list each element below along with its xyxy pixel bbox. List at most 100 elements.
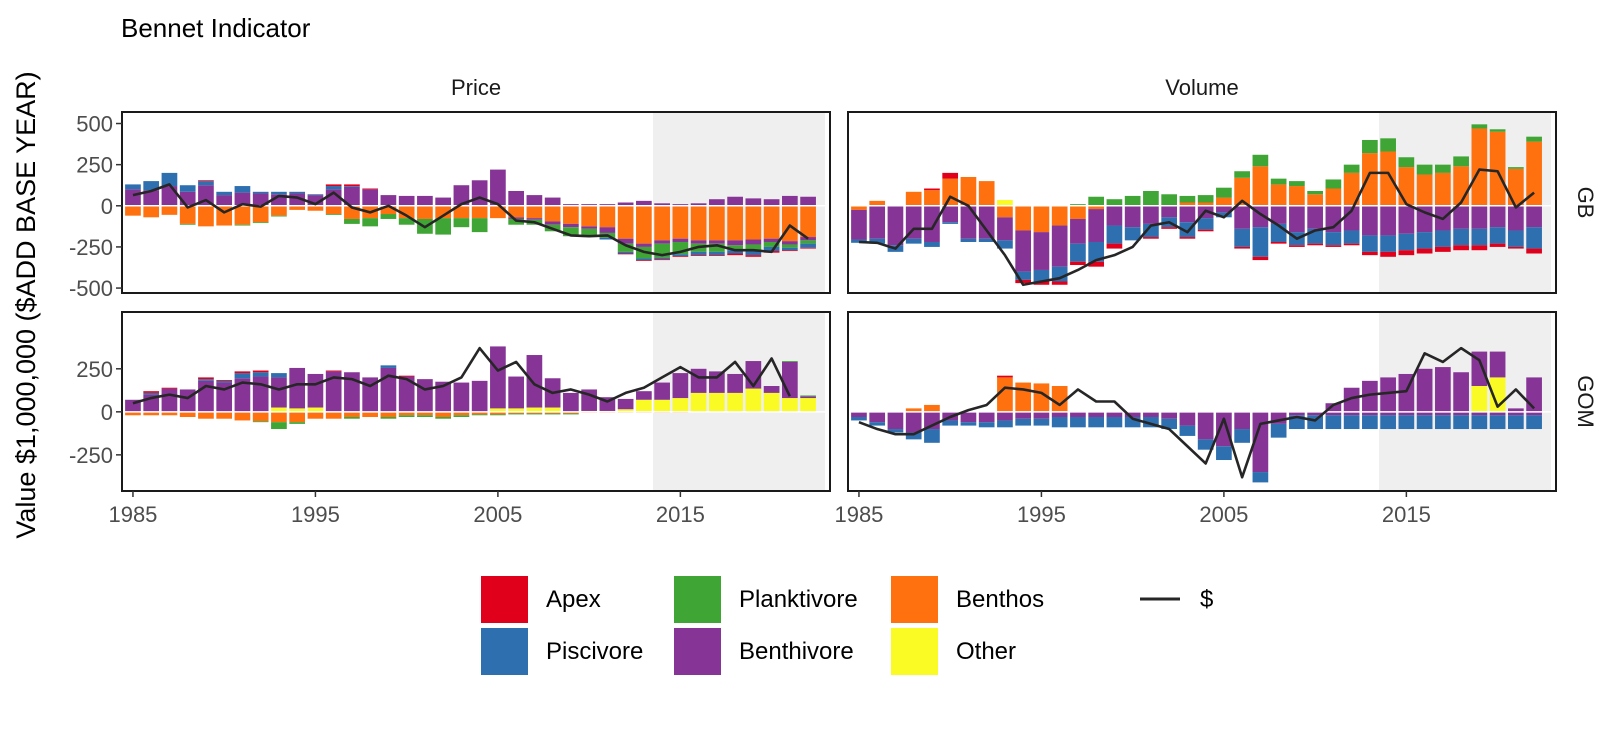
bar-benthos-2011 [1325, 188, 1342, 206]
bar-benthivore-2015 [672, 204, 689, 206]
bar-piscivore-2019 [745, 251, 762, 256]
bar-apex-2019 [1471, 245, 1488, 251]
bar-piscivore-2020 [1489, 227, 1506, 244]
bar-piscivore-2007 [1252, 227, 1269, 257]
bar-apex-1999 [1106, 243, 1123, 249]
bar-apex-2010 [1307, 243, 1323, 246]
bar-benthivore-2021 [782, 361, 798, 399]
bar-piscivore-2021 [1508, 230, 1524, 247]
y-axis-label: Value $1,000,000 ($ADD BASE YEAR) [11, 71, 41, 538]
panel-border [847, 111, 1557, 294]
bar-piscivore-2018 [1453, 228, 1469, 246]
bar-benthivore-2013 [1362, 411, 1378, 416]
bar-benthos-2015 [672, 205, 689, 239]
bar-benthos-1994 [289, 205, 306, 210]
bar-planktivore-2016 [1416, 164, 1433, 175]
bar-benthos-2000 [398, 205, 415, 219]
bar-planktivore-2007 [1252, 154, 1269, 167]
legend-label: Apex [546, 586, 601, 613]
bar-benthivore-2021 [782, 241, 798, 245]
legend-swatch [674, 576, 721, 623]
bar-benthivore-2019 [745, 239, 762, 245]
bar-piscivore-1990 [216, 380, 233, 383]
bar-benthivore-1992 [978, 205, 995, 239]
bar-piscivore-1994 [1015, 418, 1032, 426]
bar-planktivore-2009 [563, 227, 579, 237]
bar-planktivore-2019 [1471, 124, 1488, 129]
bar-benthivore-2007 [526, 195, 543, 206]
bar-piscivore-2016 [1416, 415, 1433, 430]
bar-benthos-1996 [1051, 386, 1068, 412]
bar-planktivore-2005 [1216, 187, 1232, 198]
bar-benthivore-1985 [851, 411, 867, 417]
bar-benthos-1990 [216, 411, 233, 419]
bar-benthivore-2012 [617, 238, 634, 244]
bar-benthivore-2010 [581, 226, 597, 229]
bar-piscivore-1995 [307, 194, 324, 196]
bar-piscivore-1992 [978, 238, 995, 242]
bar-benthivore-2012 [617, 398, 634, 410]
bar-benthivore-2015 [1398, 411, 1415, 416]
bar-benthos-2021 [782, 205, 798, 242]
bar-benthivore-1999 [380, 195, 397, 206]
y-tick-label: -500 [69, 276, 113, 301]
bar-planktivore-2004 [471, 414, 488, 416]
bar-benthivore-2014 [654, 240, 670, 244]
bar-benthivore-2002 [435, 197, 452, 206]
bar-benthos-1995 [307, 205, 324, 211]
bar-other-2006 [508, 408, 524, 412]
bar-benthivore-2005 [1216, 205, 1232, 213]
facet-panels: Price Volume GB GOM 500 250 0 -250 -500 250 0 -250 1… [69, 75, 1598, 527]
bar-other-2012 [617, 409, 634, 412]
chart-title: Bennet Indicator [121, 13, 311, 43]
bar-benthivore-2020 [763, 199, 780, 206]
bar-benthivore-2009 [1289, 205, 1305, 233]
bar-benthivore-1996 [1051, 411, 1068, 417]
legend-item-piscivore: Piscivore [481, 628, 643, 675]
bar-piscivore-1993 [997, 240, 1013, 249]
bar-benthivore-2003 [453, 382, 470, 412]
bar-benthivore-2003 [1179, 411, 1196, 426]
bar-planktivore-1993 [271, 422, 287, 430]
bar-apex-1993 [997, 375, 1013, 378]
bar-benthos-2007 [1252, 166, 1269, 206]
bar-planktivore-1998 [362, 218, 379, 227]
bar-benthos-2003 [453, 205, 470, 219]
bar-benthivore-1988 [905, 205, 922, 239]
bar-planktivore-2018 [1453, 156, 1469, 167]
bar-benthivore-2013 [1362, 380, 1378, 412]
bar-planktivore-1998 [1088, 196, 1105, 206]
bar-benthos-1992 [252, 205, 269, 223]
bar-benthivore-2004 [471, 180, 488, 206]
bar-benthos-2011 [599, 205, 616, 228]
y-tick-label: 500 [76, 112, 113, 137]
bar-benthos-2012 [617, 205, 634, 239]
bar-benthivore-1997 [1070, 218, 1086, 244]
bar-benthos-2002 [435, 411, 452, 417]
bar-benthivore-2011 [599, 227, 616, 233]
bar-benthivore-2011 [599, 204, 616, 206]
bar-benthivore-2020 [763, 238, 780, 242]
bar-piscivore-2013 [1362, 235, 1378, 252]
bar-piscivore-2000 [1124, 227, 1141, 241]
bar-benthivore-1986 [143, 190, 160, 206]
bar-other-2021 [782, 398, 798, 412]
bars [851, 351, 1542, 483]
bar-benthivore-2007 [1252, 411, 1269, 473]
bar-apex-2021 [782, 250, 798, 252]
bar-benthos-2015 [1398, 167, 1415, 206]
bar-planktivore-2007 [526, 413, 543, 415]
bar-benthivore-2019 [1471, 351, 1488, 387]
bar-benthos-1989 [924, 404, 940, 412]
legend-item-benthos: Benthos [891, 576, 1044, 623]
bar-benthos-1987 [161, 205, 178, 215]
bar-apex-1990 [942, 172, 959, 179]
bar-planktivore-2021 [782, 244, 798, 248]
bar-piscivore-2012 [1343, 230, 1360, 244]
bar-piscivore-2006 [1234, 228, 1250, 247]
bar-other-2007 [526, 407, 543, 412]
bar-piscivore-2018 [727, 250, 743, 254]
bar-piscivore-1991 [960, 238, 977, 242]
bar-benthivore-1993 [997, 217, 1013, 241]
